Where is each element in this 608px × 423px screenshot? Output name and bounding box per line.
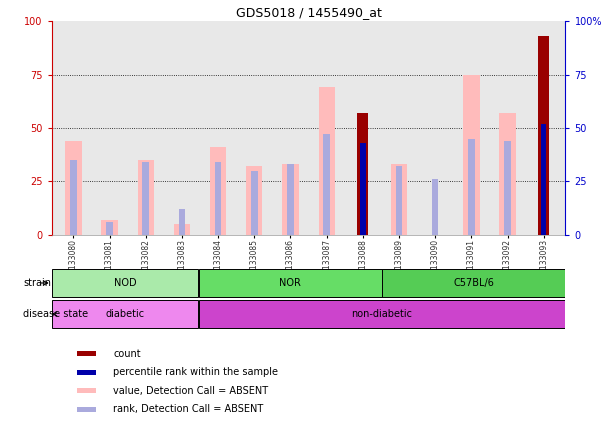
Text: disease state: disease state	[24, 309, 89, 319]
Bar	[174, 224, 190, 235]
Bar	[251, 171, 258, 235]
Bar	[52, 269, 198, 297]
Text: count: count	[113, 349, 141, 359]
Bar	[77, 370, 96, 375]
Bar	[65, 141, 81, 235]
Bar	[360, 143, 365, 235]
Text: value, Detection Call = ABSENT: value, Detection Call = ABSENT	[113, 386, 269, 396]
Bar	[463, 74, 480, 235]
Bar	[382, 269, 565, 297]
Text: strain: strain	[24, 278, 52, 288]
Bar	[77, 351, 96, 356]
Bar	[52, 300, 198, 328]
Bar	[468, 139, 475, 235]
Text: non-diabetic: non-diabetic	[351, 309, 412, 319]
Bar	[504, 141, 511, 235]
Text: C57BL/6: C57BL/6	[453, 278, 494, 288]
Bar	[210, 147, 226, 235]
Text: NOR: NOR	[279, 278, 301, 288]
Bar	[106, 222, 113, 235]
Bar	[319, 88, 335, 235]
Bar	[199, 300, 565, 328]
Bar	[396, 166, 402, 235]
Text: NOD: NOD	[114, 278, 136, 288]
Bar	[287, 164, 294, 235]
Title: GDS5018 / 1455490_at: GDS5018 / 1455490_at	[236, 5, 381, 19]
Bar	[77, 388, 96, 393]
Bar	[282, 164, 299, 235]
Bar	[358, 113, 368, 235]
Bar	[246, 166, 263, 235]
Bar	[541, 124, 547, 235]
Bar	[70, 160, 77, 235]
Bar	[391, 164, 407, 235]
Bar	[323, 135, 330, 235]
Bar	[359, 143, 366, 235]
Text: diabetic: diabetic	[106, 309, 145, 319]
Bar	[137, 160, 154, 235]
Bar	[215, 162, 221, 235]
Bar	[538, 36, 549, 235]
Bar	[142, 162, 149, 235]
Bar	[499, 113, 516, 235]
Bar	[541, 124, 547, 235]
Bar	[77, 407, 96, 412]
Bar	[102, 220, 118, 235]
Bar	[179, 209, 185, 235]
Text: percentile rank within the sample: percentile rank within the sample	[113, 367, 278, 377]
Text: rank, Detection Call = ABSENT: rank, Detection Call = ABSENT	[113, 404, 264, 415]
Bar	[199, 269, 382, 297]
Bar	[432, 179, 438, 235]
